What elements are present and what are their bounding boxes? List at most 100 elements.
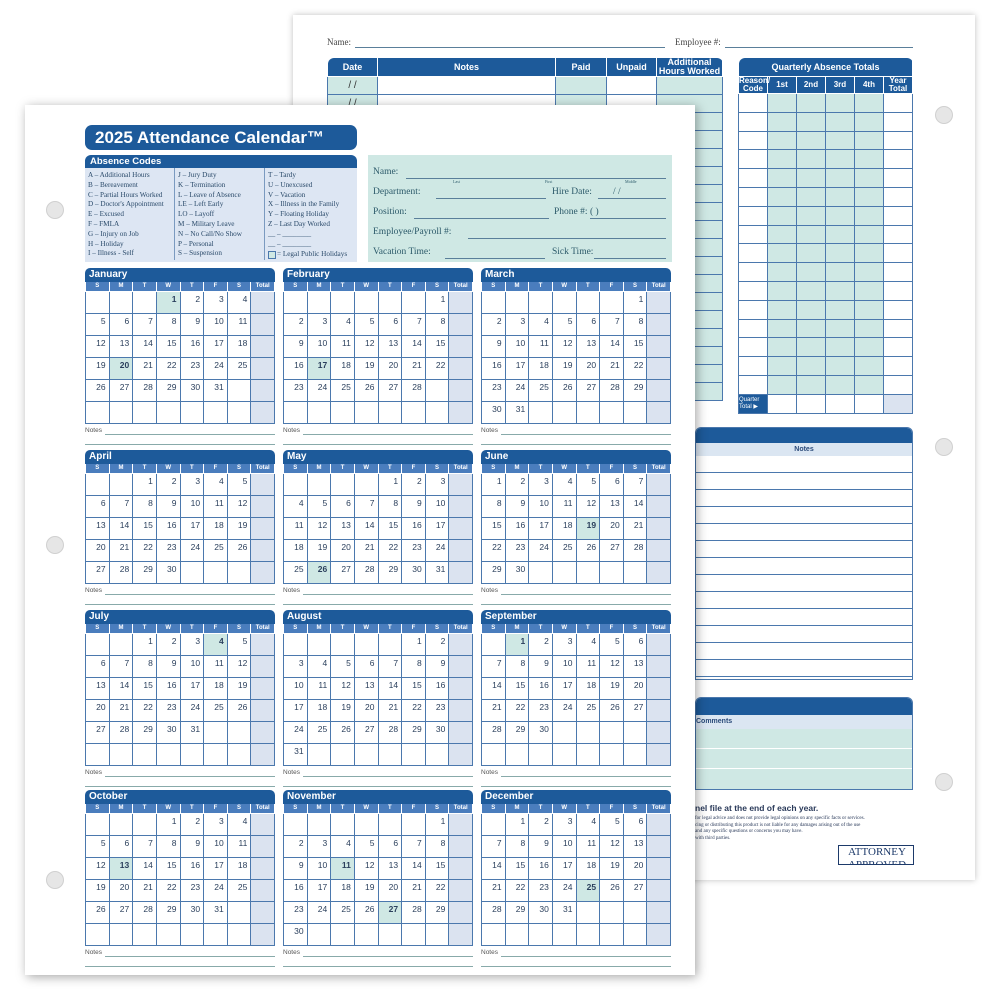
notes-line[interactable]	[696, 575, 912, 592]
week-total-cell[interactable]	[646, 334, 671, 358]
day-cell[interactable]: 30	[528, 900, 553, 924]
quarterly-cell[interactable]	[882, 186, 914, 207]
day-cell[interactable]: 8	[132, 494, 157, 518]
day-cell[interactable]: 3	[203, 290, 228, 314]
quarterly-cell[interactable]	[795, 130, 826, 151]
week-total-cell[interactable]	[448, 560, 473, 584]
day-cell[interactable]: 2	[481, 312, 506, 336]
day-cell[interactable]: 19	[330, 698, 355, 722]
week-total-cell[interactable]	[250, 290, 275, 314]
day-cell[interactable]: 8	[622, 312, 648, 336]
week-total-cell[interactable]	[448, 654, 473, 678]
day-cell[interactable]	[377, 632, 403, 656]
day-cell[interactable]: 18	[575, 676, 601, 700]
day-cell[interactable]: 15	[155, 334, 181, 358]
day-cell[interactable]: 17	[528, 516, 553, 540]
day-cell[interactable]	[575, 290, 601, 314]
day-cell[interactable]	[599, 560, 624, 584]
week-total-cell[interactable]	[646, 812, 671, 836]
day-cell[interactable]: 16	[283, 356, 308, 380]
week-total-cell[interactable]	[448, 334, 473, 358]
day-cell[interactable]	[551, 922, 577, 946]
quarterly-cell[interactable]	[853, 130, 884, 151]
month-notes[interactable]: Notes	[283, 427, 473, 447]
day-cell[interactable]: 29	[155, 378, 181, 402]
day-cell[interactable]: 16	[179, 856, 205, 880]
day-cell[interactable]	[306, 812, 332, 836]
day-cell[interactable]: 20	[108, 356, 134, 380]
day-cell[interactable]: 30	[481, 400, 506, 424]
day-cell[interactable]: 13	[622, 654, 648, 678]
day-cell[interactable]: 24	[203, 878, 228, 902]
day-cell[interactable]: 13	[85, 676, 110, 700]
day-cell[interactable]: 9	[283, 334, 308, 358]
day-cell[interactable]: 9	[283, 856, 308, 880]
day-cell[interactable]: 30	[179, 378, 205, 402]
week-total-cell[interactable]	[250, 698, 275, 722]
day-cell[interactable]: 29	[622, 378, 648, 402]
day-cell[interactable]: 22	[504, 878, 530, 902]
day-cell[interactable]: 30	[401, 560, 426, 584]
week-total-cell[interactable]	[646, 356, 671, 380]
week-total-cell[interactable]	[250, 356, 275, 380]
day-cell[interactable]: 31	[283, 742, 308, 766]
day-cell[interactable]: 6	[85, 654, 110, 678]
day-cell[interactable]: 16	[528, 676, 553, 700]
week-total-cell[interactable]	[448, 900, 473, 924]
day-cell[interactable]: 5	[599, 632, 624, 656]
week-total-cell[interactable]	[646, 472, 671, 496]
day-cell[interactable]: 23	[179, 356, 205, 380]
day-cell[interactable]: 30	[155, 560, 181, 584]
day-cell[interactable]	[283, 632, 308, 656]
day-cell[interactable]: 25	[330, 378, 355, 402]
day-cell[interactable]: 23	[481, 378, 506, 402]
day-cell[interactable]: 10	[203, 312, 228, 336]
day-cell[interactable]	[85, 632, 110, 656]
day-cell[interactable]: 27	[377, 378, 403, 402]
day-cell[interactable]	[481, 812, 506, 836]
day-cell[interactable]: 23	[283, 900, 308, 924]
quarterly-cell[interactable]	[853, 262, 884, 282]
day-cell[interactable]: 13	[108, 856, 134, 880]
week-total-cell[interactable]	[250, 742, 275, 766]
quarterly-cell[interactable]	[824, 168, 855, 188]
day-cell[interactable]: 22	[504, 698, 530, 722]
week-total-cell[interactable]	[250, 378, 275, 402]
day-cell[interactable]	[108, 472, 134, 496]
week-total-cell[interactable]	[646, 312, 671, 336]
day-cell[interactable]: 5	[226, 472, 252, 496]
day-cell[interactable]: 5	[353, 834, 379, 858]
day-cell[interactable]: 9	[179, 312, 205, 336]
day-cell[interactable]: 3	[179, 632, 205, 656]
day-cell[interactable]: 14	[377, 676, 403, 700]
day-cell[interactable]: 11	[226, 312, 252, 336]
quarterly-cell[interactable]	[882, 243, 914, 264]
day-cell[interactable]: 8	[424, 834, 450, 858]
day-cell[interactable]: 20	[599, 516, 624, 540]
day-cell[interactable]: 7	[377, 654, 403, 678]
day-cell[interactable]: 17	[306, 356, 332, 380]
quarterly-cell[interactable]	[853, 280, 884, 301]
day-cell[interactable]: 10	[424, 494, 450, 518]
day-cell[interactable]	[481, 290, 506, 314]
notes-line[interactable]	[696, 507, 912, 524]
day-cell[interactable]	[330, 400, 355, 424]
quarterly-cell[interactable]	[767, 224, 797, 245]
week-total-cell[interactable]	[646, 698, 671, 722]
day-cell[interactable]: 22	[155, 878, 181, 902]
week-total-cell[interactable]	[250, 654, 275, 678]
day-cell[interactable]: 5	[85, 834, 110, 858]
day-cell[interactable]	[599, 400, 624, 424]
day-cell[interactable]: 23	[179, 878, 205, 902]
day-cell[interactable]: 26	[226, 698, 252, 722]
quarterly-cell[interactable]	[824, 149, 855, 170]
day-cell[interactable]: 17	[283, 698, 308, 722]
day-cell[interactable]	[401, 742, 426, 766]
quarterly-cell[interactable]	[738, 186, 768, 207]
day-cell[interactable]: 6	[377, 312, 403, 336]
quarterly-cell[interactable]	[882, 149, 914, 170]
quarterly-cell[interactable]	[795, 243, 826, 264]
notes-line[interactable]	[696, 643, 912, 660]
day-cell[interactable]	[330, 742, 355, 766]
day-cell[interactable]: 6	[377, 834, 403, 858]
